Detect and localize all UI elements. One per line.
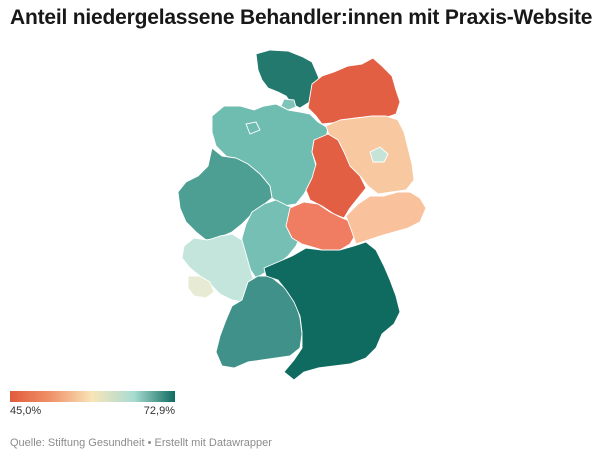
- legend-gradient-bar: [10, 391, 175, 402]
- state-bremen[interactable]: [245, 121, 261, 135]
- state-sachsen[interactable]: [345, 191, 427, 245]
- legend-labels: 45,0% 72,9%: [10, 405, 175, 421]
- state-hamburg[interactable]: [280, 98, 297, 111]
- legend-max-label: 72,9%: [143, 405, 175, 417]
- legend-min-label: 45,0%: [10, 405, 42, 417]
- state-berlin[interactable]: [369, 146, 389, 163]
- state-sachsen-anhalt[interactable]: [305, 133, 367, 219]
- state-bayern[interactable]: [263, 241, 401, 381]
- state-thueringen[interactable]: [285, 201, 357, 253]
- color-legend: 45,0% 72,9%: [10, 391, 175, 421]
- state-mecklenburg-vorpommern[interactable]: [307, 57, 401, 125]
- state-schleswig-holstein[interactable]: [255, 49, 323, 109]
- chart-title: Anteil niedergelassene Behandler:innen m…: [10, 6, 593, 29]
- state-saarland[interactable]: [187, 275, 215, 299]
- source-note: Quelle: Stiftung Gesundheit • Erstellt m…: [10, 437, 272, 449]
- state-nordrhein-westfalen[interactable]: [177, 147, 273, 241]
